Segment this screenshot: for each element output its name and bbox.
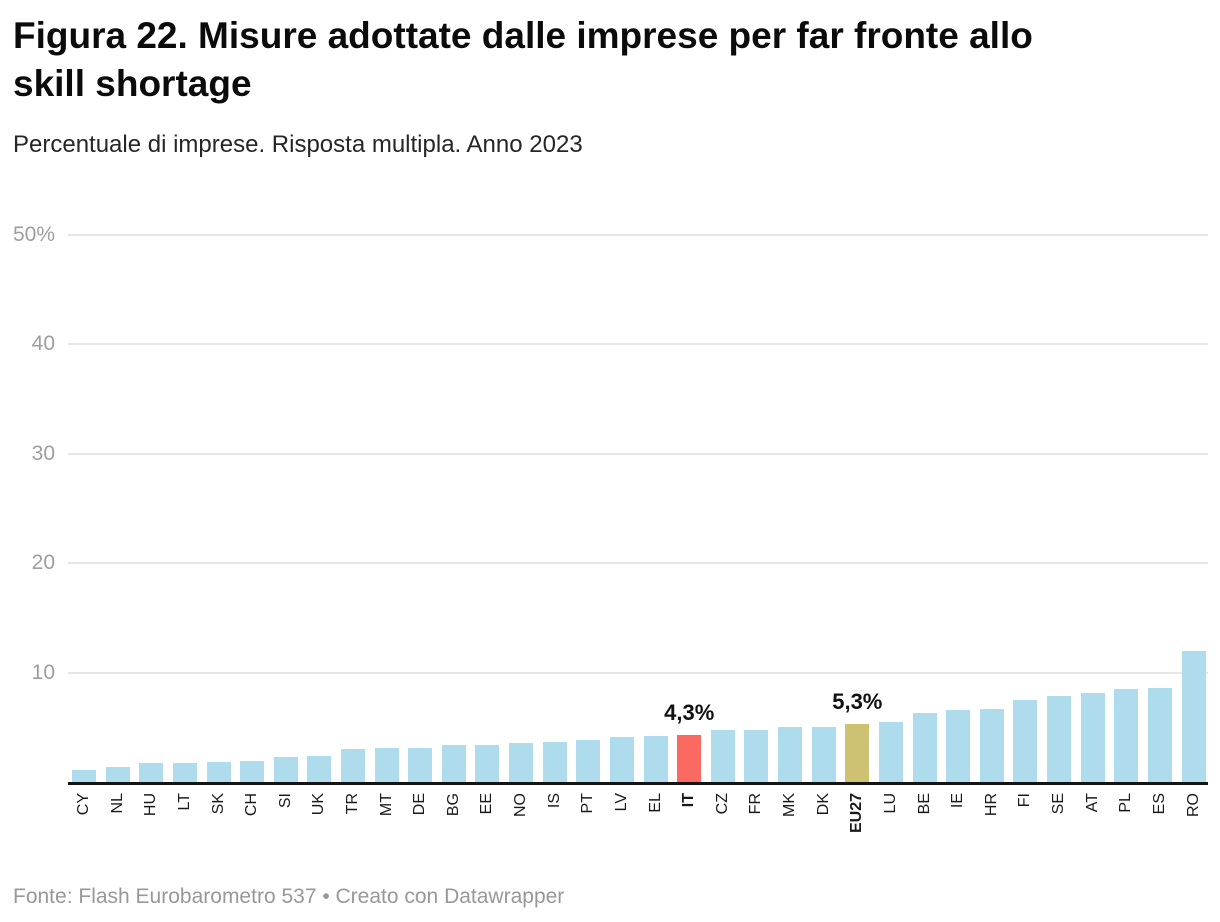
bar-SE xyxy=(1047,695,1071,782)
x-label-BE: BE xyxy=(915,793,933,815)
chart-title-line-2: skill shortage xyxy=(13,62,252,104)
chart-subtitle: Percentuale di imprese. Risposta multipl… xyxy=(13,131,583,158)
x-label-SK: SK xyxy=(209,793,227,815)
x-axis-line xyxy=(68,782,1208,785)
x-label-BG: BG xyxy=(444,793,462,817)
bar-IE xyxy=(946,709,971,782)
source-note: Fonte: Flash Eurobarometro 537 • Creato … xyxy=(13,885,565,908)
x-label-IS: IS xyxy=(545,793,563,809)
x-label-NO: NO xyxy=(512,793,530,817)
x-label-SI: SI xyxy=(276,793,294,809)
value-label-IT: 4,3% xyxy=(664,700,715,725)
bar-LV xyxy=(609,737,634,782)
bar-SK xyxy=(206,762,231,782)
bar-FR xyxy=(744,729,769,782)
gridline-50 xyxy=(68,234,1208,236)
bar-LU xyxy=(878,721,903,782)
x-label-TR: TR xyxy=(344,793,361,815)
bar-HU xyxy=(139,763,164,782)
gridline-10 xyxy=(68,671,1208,674)
x-label-SE: SE xyxy=(1050,793,1067,815)
x-label-LU: LU xyxy=(881,793,899,814)
x-label-CZ: CZ xyxy=(713,793,731,815)
bar-HR xyxy=(979,708,1004,782)
gridline-20 xyxy=(68,562,1208,565)
bar-IT xyxy=(677,735,702,782)
x-label-CH: CH xyxy=(243,793,261,817)
x-label-UK: UK xyxy=(310,793,328,816)
bar-MK xyxy=(778,727,802,782)
x-label-RO: RO xyxy=(1184,793,1202,817)
x-label-IE: IE xyxy=(949,793,967,809)
bar-EU27 xyxy=(845,724,870,782)
y-tick-label-50: 50% xyxy=(12,223,55,246)
x-label-AT: AT xyxy=(1083,793,1101,813)
x-label-PT: PT xyxy=(579,793,597,814)
y-tick-label-40: 40 xyxy=(31,332,55,356)
bar-RO xyxy=(1181,650,1206,782)
bar-EL xyxy=(643,736,668,782)
x-label-IT: IT xyxy=(680,793,698,808)
x-label-NL: NL xyxy=(108,793,126,814)
x-label-CY: CY xyxy=(75,793,92,816)
y-tick-label-20: 20 xyxy=(31,551,55,575)
bar-DE xyxy=(408,748,433,782)
x-label-HU: HU xyxy=(142,793,160,817)
bar-NL xyxy=(105,766,130,782)
bar-AT xyxy=(1080,693,1105,782)
x-label-DK: DK xyxy=(814,793,832,816)
y-tick-label-10: 10 xyxy=(31,660,55,684)
x-label-MT: MT xyxy=(377,793,395,817)
bar-SI xyxy=(273,756,298,782)
x-label-EL: EL xyxy=(646,793,664,813)
x-label-LT: LT xyxy=(175,793,193,811)
bar-CZ xyxy=(710,729,735,782)
x-label-LV: LV xyxy=(612,793,630,812)
bar-chart: 50% 40 30 20 10 CY NL HU LT SK CH SI UK TR MT DE BG EE NO I… xyxy=(12,223,1208,834)
y-tick-label-30: 30 xyxy=(31,441,55,465)
bar-IS xyxy=(542,741,567,782)
bar-UK xyxy=(307,755,332,782)
bar-BE xyxy=(912,713,937,782)
bar-TR xyxy=(341,749,365,782)
x-label-MK: MK xyxy=(781,793,798,817)
bar-FI xyxy=(1013,700,1038,782)
bar-CH xyxy=(240,761,265,782)
x-label-EE: EE xyxy=(478,793,496,815)
x-label-EU27: EU27 xyxy=(848,793,866,834)
bar-LT xyxy=(172,763,197,782)
x-label-FI: FI xyxy=(1016,793,1034,808)
bar-PL xyxy=(1114,689,1139,782)
bar-EE xyxy=(475,744,500,782)
gridline-40 xyxy=(68,343,1208,346)
bar-BG xyxy=(441,744,466,782)
bar-ES xyxy=(1147,687,1172,782)
value-label-EU27: 5,3% xyxy=(832,689,883,714)
x-label-HR: HR xyxy=(982,793,1000,817)
x-label-PL: PL xyxy=(1117,793,1135,813)
bar-MT xyxy=(374,748,399,782)
chart-title-line-1: Figura 22. Misure adottate dalle imprese… xyxy=(13,15,1033,56)
gridline-30 xyxy=(68,452,1208,455)
bar-PT xyxy=(576,740,601,782)
bar-DK xyxy=(811,727,836,782)
bar-CY xyxy=(72,770,96,782)
chart-title: Figura 22. Misure adottate dalle imprese… xyxy=(13,12,1203,107)
x-label-FR: FR xyxy=(747,793,765,815)
x-label-ES: ES xyxy=(1150,793,1168,815)
bar-NO xyxy=(509,742,534,782)
x-label-DE: DE xyxy=(411,793,429,816)
